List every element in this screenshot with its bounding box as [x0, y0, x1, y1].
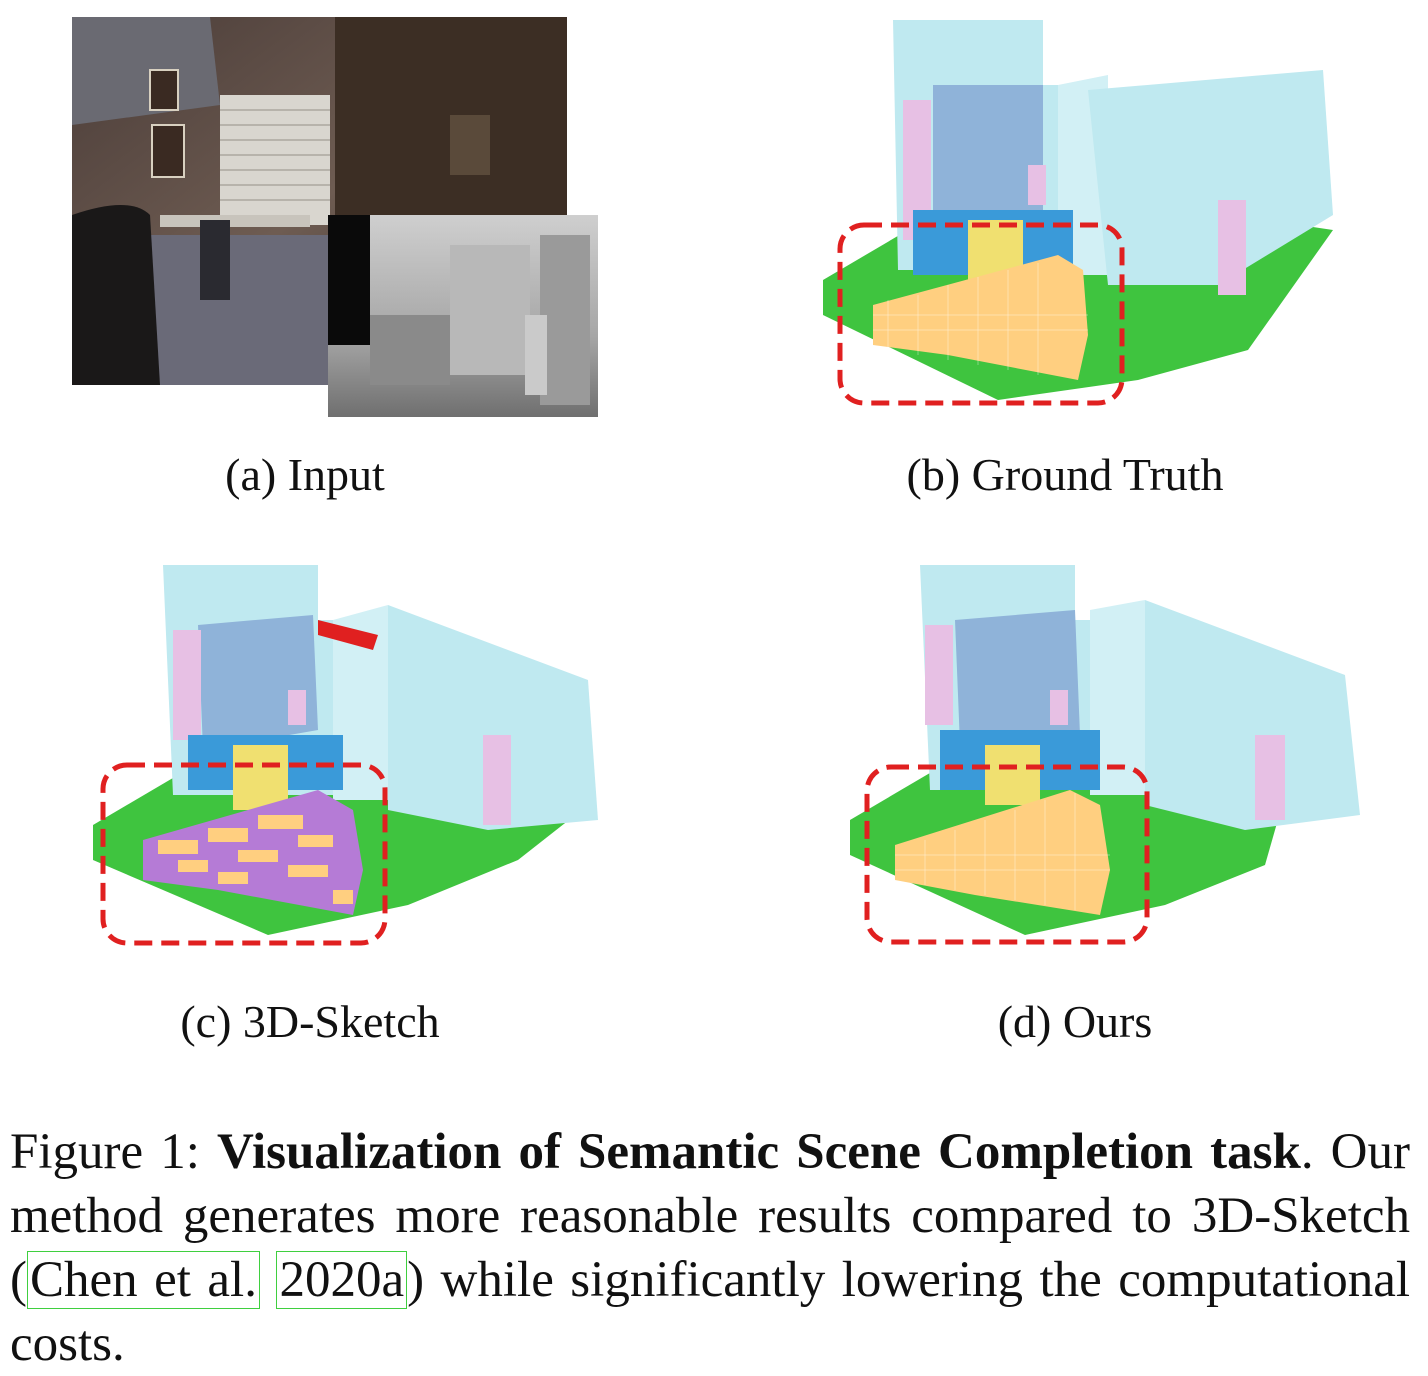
panel-ours — [845, 555, 1375, 945]
ours-voxel-render — [850, 565, 1360, 945]
caption-label: Figure 1: — [10, 1124, 200, 1180]
subcaption-b: (b) Ground Truth — [906, 449, 1224, 500]
panel-input — [70, 15, 600, 420]
subcaption-a: (a) Input — [225, 449, 385, 500]
panel-ground-truth — [818, 15, 1348, 415]
3d-sketch-voxel-render — [93, 565, 598, 946]
caption-text-after-cite: ) while significantly lowering the compu… — [10, 1252, 1411, 1372]
subcaption-d: (d) Ours — [997, 996, 1153, 1047]
panel-3d-sketch — [88, 560, 618, 950]
caption-text-before-cite: . Our method generates more reasonable r… — [10, 1124, 1410, 1308]
citation-link-authors[interactable]: Chen et al. — [26, 1251, 260, 1309]
figure-caption: Figure 1: Visualization of Semantic Scen… — [10, 1120, 1410, 1376]
caption-title: Visualization of Semantic Scene Completi… — [217, 1124, 1301, 1180]
input-rgbd-image — [72, 17, 598, 417]
subcaption-c: (c) 3D-Sketch — [180, 996, 440, 1047]
citation-link-year[interactable]: 2020a — [276, 1251, 408, 1309]
ground-truth-voxel-render — [823, 20, 1333, 406]
